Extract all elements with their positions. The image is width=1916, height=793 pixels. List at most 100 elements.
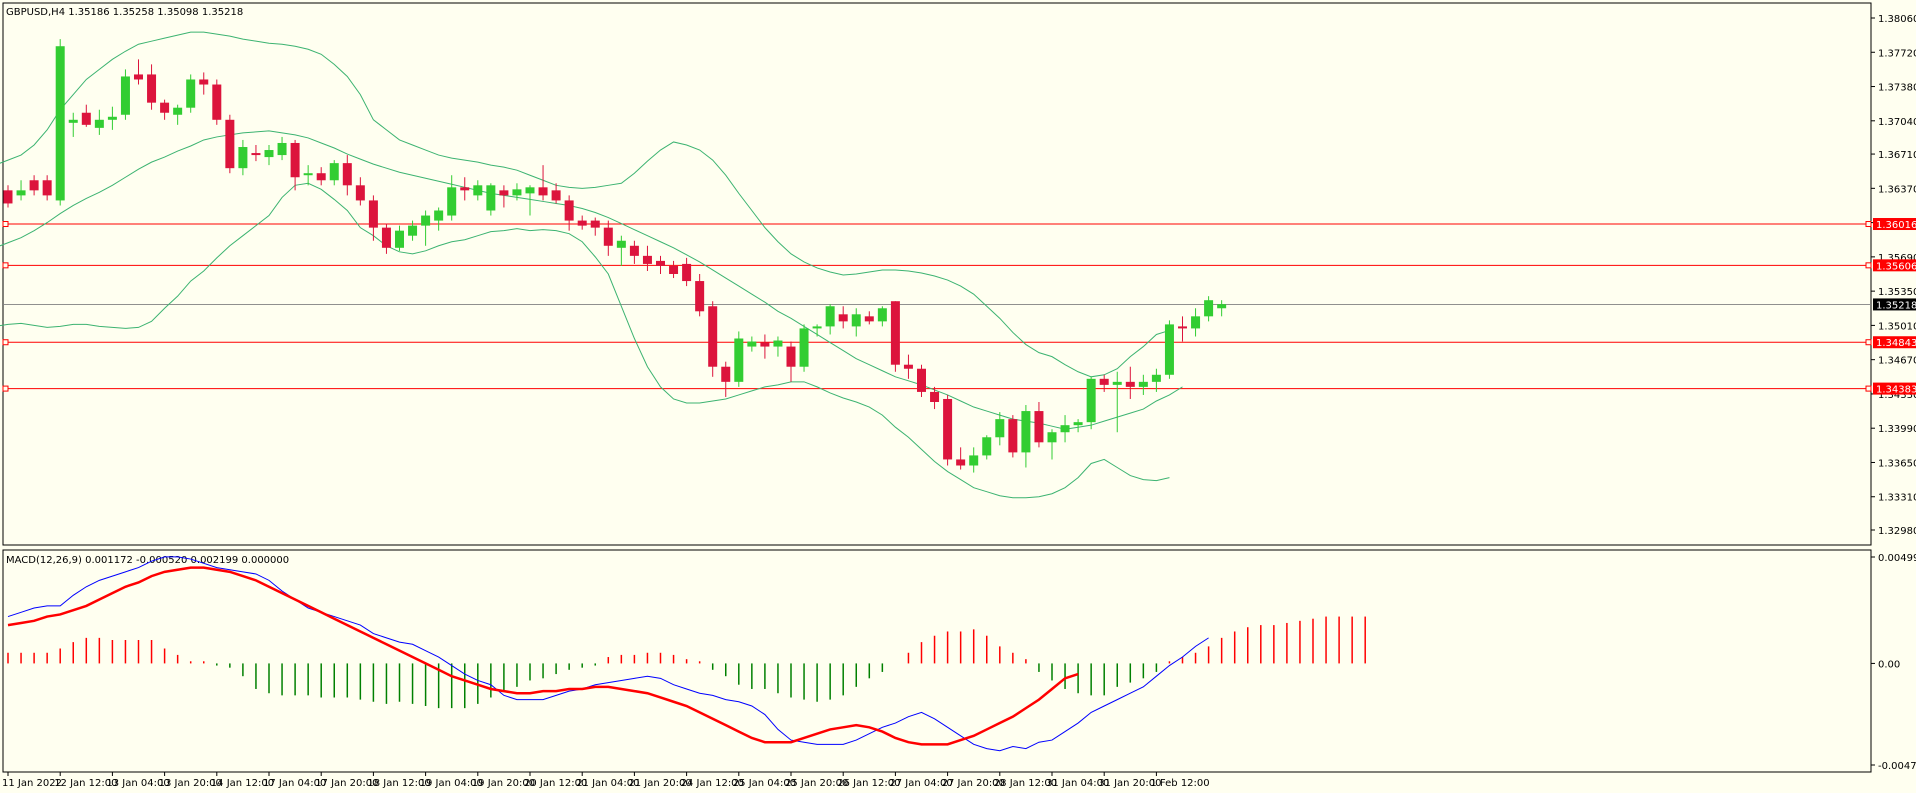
macd-panel[interactable]: MACD(12,26,9) 0.001172 -0.000520 0.00219… [2,549,1872,773]
candle-body-13 [173,107,183,115]
level-tag-1 [1873,259,1916,272]
candle-body-32 [421,215,431,226]
candle-body-0 [3,190,13,204]
candle-body-91 [1191,316,1201,329]
candle-body-41 [538,187,548,196]
candle-body-70 [917,368,926,392]
price-axis-label-9: 1.35010 [1878,321,1916,332]
price-axis-label-12: 1.33990 [1878,424,1916,435]
level-tag-label-2: 1.34843 [1876,338,1916,349]
level-handle-right-3 [1865,385,1872,392]
price-axis-label-14: 1.33310 [1878,493,1916,504]
price-axis-label-7: 1.35690 [1878,253,1916,264]
candle-body-65 [851,314,861,327]
candle-body-40 [525,187,535,194]
candle-body-22 [290,142,300,178]
candle-body-30 [395,230,404,248]
current-price-tag [1873,298,1916,311]
candle-body-83 [1086,378,1096,423]
candle-body-61 [799,328,809,367]
candle-body-37 [486,185,496,211]
price-axis-label-3: 1.37040 [1878,117,1916,128]
candle-body-26 [342,163,352,186]
bollinger-middle-line [0,130,1183,430]
price-axis-label-11: 1.34330 [1878,390,1916,401]
candle-body-52 [682,263,692,282]
time-axis-label-22: 1 Feb 12:00 [1150,778,1209,789]
candle-body-68 [890,301,900,365]
candle-body-15 [199,79,209,85]
level-tag-2 [1873,336,1916,349]
candle-body-18 [238,147,248,169]
candle-body-12 [160,102,170,113]
candle-body-59 [773,340,783,347]
time-axis-label-10: 20 Jan 12:00 [524,778,587,789]
candle-body-21 [277,142,287,156]
candle-body-51 [669,265,679,274]
price-axis-label-2: 1.37380 [1878,83,1916,94]
candle-body-45 [590,220,600,228]
candle-body-42 [551,190,561,201]
candle-body-46 [603,227,613,246]
candle-body-62 [812,326,822,329]
candle-body-89 [1164,324,1174,375]
macd-panel-frame [2,549,1872,773]
candle-body-35 [460,187,470,191]
candle-body-58 [760,342,770,347]
candle-body-78 [1021,411,1031,453]
time-axis-label-14: 25 Jan 04:00 [733,778,796,789]
macd-axis-label-0: 0.004997 [1878,553,1916,564]
candle-body-29 [381,227,391,248]
candle-body-2 [29,180,39,191]
price-axis-label-8: 1.35350 [1878,287,1916,298]
candle-body-36 [473,185,483,196]
candle-body-74 [969,455,979,466]
candle-body-66 [864,316,874,322]
candle-body-8 [107,116,117,120]
level-handle-right-1 [1865,262,1872,269]
level-handle-left-0 [2,221,9,228]
time-axis-label-5: 17 Jan 04:00 [263,778,326,789]
candle-body-14 [186,79,196,108]
macd-info-label: MACD(12,26,9) 0.001172 -0.000520 0.00219… [6,555,289,566]
time-axis-label-21: 31 Jan 20:00 [1098,778,1161,789]
candle-body-16 [212,84,222,120]
candle-body-38 [499,190,509,196]
candle-body-77 [1008,419,1018,453]
price-axis-label-13: 1.33650 [1878,458,1916,469]
candle-body-90 [1178,326,1187,329]
time-axis-label-6: 17 Jan 20:00 [315,778,378,789]
candle-body-11 [147,74,157,103]
candle-body-81 [1060,425,1070,433]
candle-body-93 [1217,304,1227,309]
candle-body-24 [316,173,326,181]
level-handle-right-0 [1865,221,1872,228]
time-axis-label-20: 31 Jan 04:00 [1046,778,1109,789]
level-handle-left-1 [2,262,9,269]
candle-body-43 [564,200,574,221]
level-tag-label-0: 1.36016 [1876,220,1916,231]
time-axis-label-18: 27 Jan 20:00 [942,778,1005,789]
candle-body-75 [982,437,992,456]
time-axis-label-8: 19 Jan 04:00 [420,778,483,789]
candle-body-86 [1125,381,1135,387]
price-panel[interactable]: GBPUSD,H4 1.35186 1.35258 1.35098 1.3521… [2,2,1872,546]
time-axis-label-12: 21 Jan 20:00 [628,778,691,789]
candle-body-19 [251,153,261,156]
price-layer [0,31,1872,499]
time-axis-label-15: 25 Jan 20:00 [785,778,848,789]
candle-body-7 [94,119,104,128]
time-axis-label-19: 28 Jan 12:00 [994,778,1057,789]
candle-body-63 [825,306,835,327]
candle-body-20 [264,150,274,158]
candle-body-4 [55,46,65,201]
candle-body-84 [1099,378,1109,385]
price-axis-label-15: 1.32980 [1878,526,1916,537]
bollinger-lower-line [0,182,1170,499]
time-axis-label-3: 13 Jan 20:00 [159,778,222,789]
macd-layer [7,556,1366,752]
candle-body-67 [877,308,887,322]
macd-signal-line [7,566,1079,746]
candle-body-49 [642,255,652,264]
